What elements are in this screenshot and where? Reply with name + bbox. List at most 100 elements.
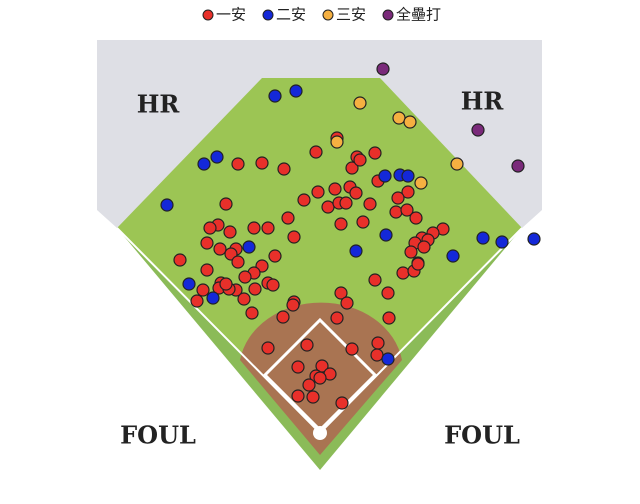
hit-point xyxy=(231,255,245,269)
hit-point xyxy=(291,389,305,403)
hit-point xyxy=(353,96,367,110)
points xyxy=(160,62,541,410)
hit-point xyxy=(334,286,348,300)
hit-point xyxy=(382,311,396,325)
hit-point xyxy=(160,198,174,212)
hit-point xyxy=(340,296,354,310)
hit-point xyxy=(276,310,290,324)
hit-point xyxy=(328,182,342,196)
annotation: FOUL xyxy=(120,421,196,450)
hit-point xyxy=(321,200,335,214)
hit-point xyxy=(396,266,410,280)
hit-point xyxy=(237,292,251,306)
hit-point xyxy=(363,197,377,211)
hit-point xyxy=(242,240,256,254)
annotation: HR xyxy=(137,90,181,119)
hit-point xyxy=(446,249,460,263)
hit-point xyxy=(289,84,303,98)
hit-point xyxy=(392,111,406,125)
legend-marker xyxy=(262,9,274,21)
hit-point xyxy=(277,162,291,176)
legend-marker xyxy=(322,9,334,21)
hit-point xyxy=(511,159,525,173)
legend-label: 二安 xyxy=(276,6,306,24)
hit-point xyxy=(409,211,423,225)
hit-point xyxy=(286,298,300,312)
hit-point xyxy=(356,215,370,229)
hit-point xyxy=(376,62,390,76)
hit-point xyxy=(381,352,395,366)
hit-point xyxy=(450,157,464,171)
hit-point xyxy=(368,146,382,160)
hit-point xyxy=(391,191,405,205)
hit-point xyxy=(268,249,282,263)
legend-label: 全壘打 xyxy=(396,6,441,24)
hit-point xyxy=(404,245,418,259)
hit-point xyxy=(306,390,320,404)
legend-label: 一安 xyxy=(216,6,246,24)
hit-point xyxy=(371,336,385,350)
hit-point xyxy=(368,273,382,287)
legend: 一安 二安 三安 全壘打 xyxy=(202,6,441,24)
annotation: FOUL xyxy=(444,421,520,450)
hit-point xyxy=(349,244,363,258)
hit-point xyxy=(417,240,431,254)
hit-point xyxy=(353,153,367,167)
hit-point xyxy=(527,232,541,246)
hit-point xyxy=(378,169,392,183)
hit-point xyxy=(203,221,217,235)
home-plate xyxy=(313,426,327,440)
hit-point xyxy=(302,378,316,392)
hit-point xyxy=(381,286,395,300)
hit-point xyxy=(197,157,211,171)
hit-point xyxy=(287,230,301,244)
hit-point xyxy=(213,242,227,256)
hit-point xyxy=(261,341,275,355)
hit-point xyxy=(411,257,425,271)
hit-point xyxy=(313,371,327,385)
hit-point xyxy=(297,193,311,207)
hit-point xyxy=(173,253,187,267)
hit-point xyxy=(335,396,349,410)
annotation: HR xyxy=(461,87,505,116)
hit-point xyxy=(330,135,344,149)
hit-point xyxy=(219,277,233,291)
legend-label: 三安 xyxy=(336,6,366,24)
hit-point xyxy=(190,294,204,308)
hit-point xyxy=(476,231,490,245)
hit-point xyxy=(345,342,359,356)
hit-point xyxy=(248,282,262,296)
hit-point xyxy=(345,161,359,175)
hit-point xyxy=(414,176,428,190)
hit-point xyxy=(330,311,344,325)
hit-point xyxy=(268,89,282,103)
hit-point xyxy=(261,221,275,235)
hit-point xyxy=(210,150,224,164)
hit-point xyxy=(223,225,237,239)
hit-point xyxy=(300,338,314,352)
legend-marker xyxy=(382,9,394,21)
hit-point xyxy=(200,236,214,250)
hit-point xyxy=(349,186,363,200)
hit-point xyxy=(401,185,415,199)
hit-point xyxy=(245,306,259,320)
hit-point xyxy=(255,156,269,170)
hit-point xyxy=(309,145,323,159)
hit-point xyxy=(231,157,245,171)
hit-point xyxy=(379,228,393,242)
hit-point xyxy=(389,205,403,219)
hit-point xyxy=(403,115,417,129)
hit-point xyxy=(311,185,325,199)
hit-point xyxy=(471,123,485,137)
hit-point xyxy=(266,278,280,292)
hit-point xyxy=(400,203,414,217)
hit-point xyxy=(196,283,210,297)
outfield xyxy=(117,78,522,433)
hit-point xyxy=(219,197,233,211)
hit-point xyxy=(182,277,196,291)
hit-point xyxy=(339,196,353,210)
hit-point xyxy=(247,221,261,235)
hit-point xyxy=(291,360,305,374)
hit-point xyxy=(495,235,509,249)
